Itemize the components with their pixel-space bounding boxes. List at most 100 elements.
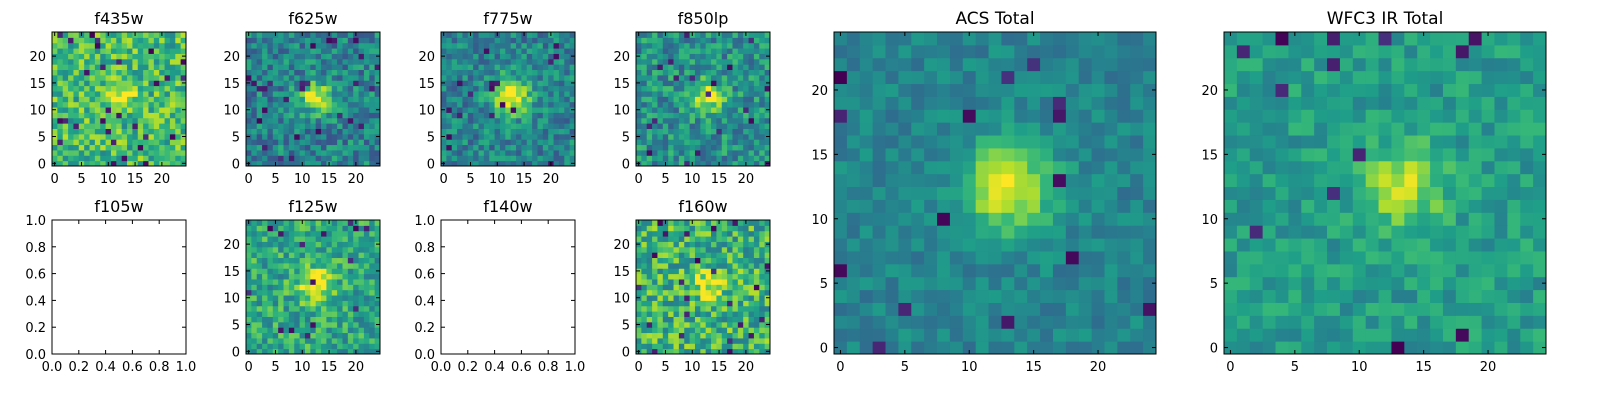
heatmap-cell bbox=[748, 257, 755, 264]
heatmap-cell bbox=[132, 53, 139, 60]
heatmap-cell bbox=[342, 295, 349, 301]
heatmap-cell bbox=[262, 332, 268, 339]
heatmap-cell bbox=[1078, 263, 1093, 278]
heatmap-cell bbox=[304, 321, 311, 328]
heatmap-cell bbox=[62, 160, 69, 167]
heatmap-cell bbox=[337, 133, 343, 140]
heatmap-cell bbox=[272, 139, 279, 146]
heatmap-cell bbox=[251, 305, 258, 312]
heatmap-cell bbox=[657, 241, 664, 248]
heatmap-cell bbox=[299, 252, 306, 259]
heatmap-cell bbox=[304, 160, 311, 167]
heatmap-cell bbox=[299, 343, 306, 350]
heatmap-cell bbox=[246, 123, 252, 129]
y-tick-label: 5 bbox=[622, 319, 630, 334]
heatmap-cell bbox=[684, 252, 691, 259]
heatmap-cell bbox=[180, 139, 187, 146]
heatmap-cell bbox=[57, 90, 64, 97]
heatmap-cell bbox=[641, 74, 648, 81]
heatmap-cell bbox=[321, 85, 327, 92]
heatmap-cell bbox=[143, 80, 149, 87]
heatmap-cell bbox=[251, 225, 258, 232]
heatmap-cell bbox=[569, 128, 576, 135]
heatmap-cell bbox=[636, 69, 642, 76]
heatmap-cell bbox=[753, 241, 760, 248]
heatmap-cell bbox=[937, 289, 951, 303]
heatmap-cell bbox=[1065, 173, 1080, 188]
heatmap-cell bbox=[716, 117, 723, 124]
heatmap-cell bbox=[1262, 186, 1277, 200]
heatmap-cell bbox=[262, 289, 268, 296]
heatmap-cell bbox=[121, 107, 128, 113]
heatmap-cell bbox=[700, 144, 707, 151]
heatmap-cell bbox=[564, 90, 571, 97]
heatmap-cell bbox=[694, 262, 701, 269]
heatmap-cell bbox=[84, 85, 91, 92]
heatmap-cell bbox=[342, 58, 349, 65]
heatmap-cell bbox=[62, 139, 69, 146]
heatmap-cell bbox=[489, 32, 496, 38]
heatmap-cell bbox=[116, 139, 123, 146]
heatmap-cell bbox=[753, 160, 760, 167]
heatmap-cell bbox=[911, 83, 925, 97]
heatmap-cell bbox=[256, 252, 263, 259]
heatmap-cell bbox=[175, 74, 182, 81]
heatmap-cell bbox=[1314, 328, 1328, 342]
heatmap-cell bbox=[251, 101, 258, 108]
heatmap-cell bbox=[657, 85, 664, 92]
heatmap-cell bbox=[78, 85, 85, 92]
heatmap-cell bbox=[1365, 289, 1380, 303]
heatmap-cell bbox=[716, 48, 723, 54]
heatmap-cell bbox=[1104, 160, 1118, 175]
heatmap-cell bbox=[175, 85, 182, 92]
heatmap-cell bbox=[911, 199, 925, 213]
heatmap-cell bbox=[116, 149, 123, 156]
heatmap-cell bbox=[342, 236, 349, 242]
heatmap-cell bbox=[473, 112, 480, 119]
heatmap-cell bbox=[1052, 276, 1067, 291]
heatmap-cell bbox=[310, 37, 317, 44]
heatmap-cell bbox=[1455, 250, 1470, 265]
heatmap-cell bbox=[304, 37, 311, 44]
heatmap-cell bbox=[294, 327, 301, 334]
y-tick-label: 15 bbox=[811, 148, 828, 163]
heatmap-cell bbox=[668, 337, 675, 344]
heatmap-cell bbox=[537, 96, 544, 103]
heatmap-cell bbox=[153, 37, 160, 44]
heatmap-cell bbox=[1078, 289, 1093, 303]
heatmap-cell bbox=[1314, 238, 1328, 252]
heatmap-cell bbox=[278, 139, 285, 146]
heatmap-cell bbox=[467, 139, 474, 146]
heatmap-cell bbox=[246, 246, 252, 253]
heatmap-cell bbox=[494, 53, 501, 60]
heatmap-cell bbox=[678, 321, 685, 328]
heatmap-cell bbox=[288, 107, 295, 113]
heatmap-cell bbox=[569, 32, 576, 38]
heatmap-cell bbox=[169, 32, 176, 38]
heatmap-cell bbox=[716, 85, 723, 92]
heatmap-cell bbox=[764, 225, 771, 232]
heatmap-cell bbox=[532, 160, 538, 167]
heatmap-cell bbox=[494, 133, 501, 140]
heatmap-cell bbox=[753, 252, 760, 259]
heatmap-cell bbox=[1481, 263, 1495, 278]
heatmap-cell bbox=[121, 128, 128, 135]
heatmap-cell bbox=[473, 69, 480, 76]
heatmap-cell bbox=[911, 302, 925, 316]
heatmap-cell bbox=[326, 149, 333, 156]
heatmap-cell bbox=[256, 112, 263, 119]
heatmap-cell bbox=[548, 58, 555, 65]
heatmap-cell bbox=[294, 160, 301, 167]
heatmap-cell bbox=[532, 74, 538, 81]
heatmap-cell bbox=[278, 278, 285, 285]
heatmap-cell bbox=[937, 212, 951, 226]
heatmap-cell bbox=[153, 64, 160, 71]
heatmap-cell bbox=[673, 278, 680, 285]
heatmap-cell bbox=[494, 117, 501, 124]
heatmap-cell bbox=[516, 133, 522, 140]
heatmap-cell bbox=[1391, 276, 1405, 291]
heatmap-cell bbox=[1339, 302, 1354, 316]
heatmap-cell bbox=[478, 139, 485, 146]
heatmap-cell bbox=[988, 186, 1002, 200]
